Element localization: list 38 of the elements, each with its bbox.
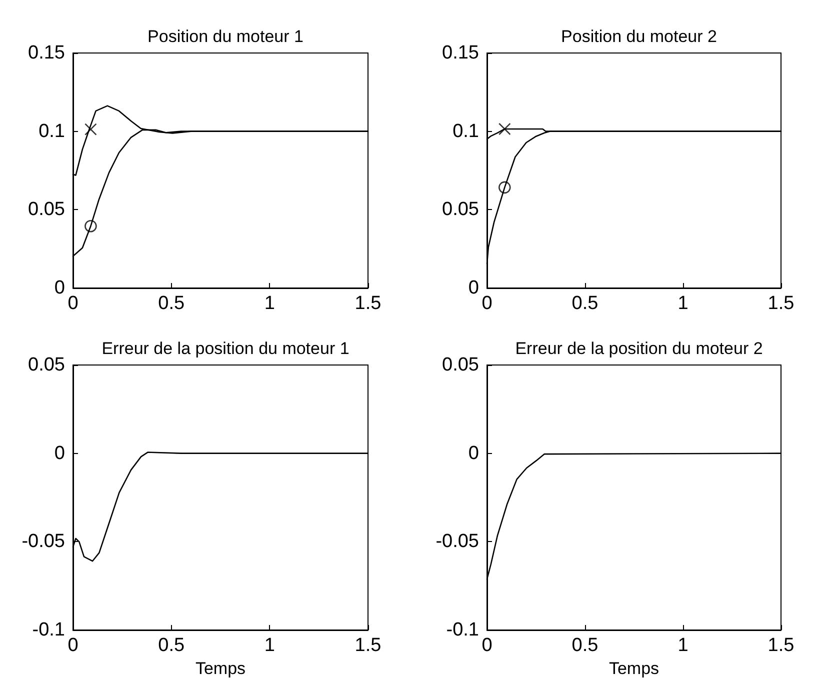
- y-tick-label: 0.05: [28, 199, 65, 220]
- chart-title: Erreur de la position du moteur 2: [515, 339, 763, 358]
- x-tick-label: 0.5: [572, 635, 598, 656]
- y-tick-label: 0.05: [28, 354, 65, 376]
- x-axis-title: Temps: [608, 659, 660, 678]
- y-tick-label: 0.05: [442, 199, 479, 220]
- y-tick-label: 0: [468, 278, 479, 298]
- x-tick-label: 0: [68, 293, 78, 314]
- x-tick-label: 1.5: [354, 635, 382, 656]
- x-tick-label: 0: [68, 635, 78, 656]
- y-tick-label: -0.1: [32, 620, 65, 640]
- chart-title: Position du moteur 2: [561, 27, 717, 46]
- x-tick-label: 0: [482, 293, 492, 314]
- y-tick-label: -0.05: [22, 531, 65, 552]
- y-tick-label: 0.1: [38, 120, 65, 142]
- y-tick-label: 0: [54, 278, 65, 298]
- x-tick-label: 1: [264, 635, 275, 656]
- y-tick-label: -0.05: [436, 531, 479, 552]
- x-axis-title: Temps: [195, 659, 246, 678]
- chart-title: Erreur de la position du moteur 1: [102, 339, 350, 358]
- y-tick-label: 0.05: [442, 354, 479, 376]
- y-tick-label: 0.1: [452, 120, 479, 142]
- x-tick-label: 1: [678, 635, 688, 656]
- x-tick-label: 0: [482, 635, 492, 656]
- x-tick-label: 1: [678, 293, 688, 314]
- y-tick-label: 0.15: [442, 42, 479, 64]
- y-tick-label: -0.1: [446, 620, 479, 640]
- x-tick-label: 1.5: [768, 293, 794, 314]
- chart-title: Position du moteur 1: [148, 27, 304, 46]
- y-tick-label: 0: [54, 442, 65, 464]
- y-tick-label: 0: [468, 442, 479, 464]
- y-tick-label: 0.15: [28, 42, 65, 64]
- x-tick-label: 0.5: [158, 293, 185, 314]
- x-tick-label: 1.5: [768, 635, 794, 656]
- x-tick-label: 1: [264, 293, 275, 314]
- x-tick-label: 1.5: [354, 293, 382, 314]
- x-tick-label: 0.5: [572, 293, 598, 314]
- x-tick-label: 0.5: [158, 635, 185, 656]
